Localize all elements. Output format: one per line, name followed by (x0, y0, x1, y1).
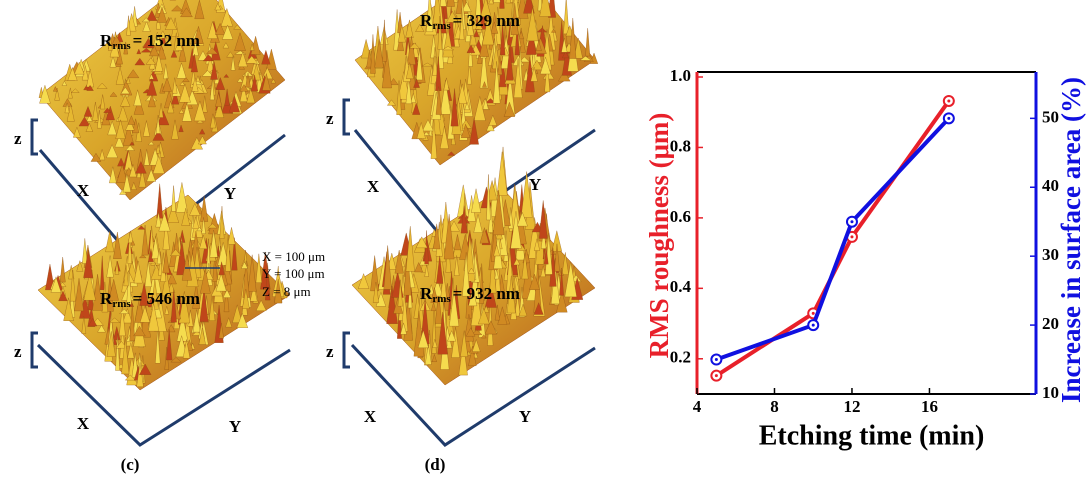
surface-panels: zXY(a)Rrms= 152 nmzXY(b)Rrms= 329 nmzXY(… (14, 0, 598, 474)
axis-x-label: X (77, 181, 90, 200)
x-tick-label: 8 (770, 397, 779, 416)
series-line (716, 101, 948, 376)
line-chart: 4812160.20.40.60.81.01020304050Etching t… (644, 66, 1086, 452)
rms-text: = 932 nm (453, 284, 520, 303)
scale-text: X = 100 μm (262, 249, 325, 264)
rms-subscript: rms (112, 298, 131, 310)
surface-peak (157, 184, 163, 218)
surface-peak (171, 186, 175, 212)
rms-text: = 152 nm (133, 31, 200, 50)
rms-text: = 546 nm (133, 289, 200, 308)
rms-symbol: R (100, 289, 113, 308)
point-dot (850, 220, 853, 223)
point-dot (947, 117, 950, 120)
point-dot (715, 358, 718, 361)
scale-text: Y = 100 μm (262, 266, 325, 281)
rms-text: = 329 nm (453, 11, 520, 30)
y-tick-label: 1.0 (670, 66, 691, 85)
axis-y-label: Y (519, 407, 531, 426)
rms-subscript: rms (432, 20, 451, 32)
z-bracket (32, 120, 38, 154)
point-dot (715, 374, 718, 377)
panel-label: (d) (425, 455, 446, 474)
z-bracket (344, 100, 350, 134)
axis-z-label: z (326, 109, 334, 128)
surface-peak (447, 0, 455, 7)
rms-subscript: rms (112, 40, 131, 52)
axis-x-label: X (367, 177, 380, 196)
surface-peak (60, 257, 65, 282)
axis-z-label: z (14, 342, 22, 361)
y2-axis-title: Increase in surface area (%) (1056, 77, 1086, 403)
rms-symbol: R (420, 11, 433, 30)
surface-peak (497, 152, 507, 196)
axis-z-label: z (14, 129, 22, 148)
x-axis-title: Etching time (min) (759, 420, 985, 451)
axis-x-label: X (77, 414, 90, 433)
surface-peak (585, 28, 589, 56)
scale-text: Z = 8 μm (262, 284, 311, 299)
surface-peak (440, 0, 446, 6)
point-dot (812, 312, 815, 315)
x-tick-label: 4 (693, 397, 702, 416)
surface-peak (564, 0, 569, 34)
z-bracket (344, 333, 350, 367)
axis-y-label: Y (229, 417, 241, 436)
figure: zXY(a)Rrms= 152 nmzXY(b)Rrms= 329 nmzXY(… (0, 0, 1090, 477)
z-bracket (32, 333, 38, 367)
surface-peak (494, 0, 501, 3)
axis-x-label: X (364, 407, 377, 426)
rms-symbol: R (100, 31, 113, 50)
point-dot (850, 235, 853, 238)
axis-z-label: z (326, 342, 334, 361)
surface-peak (457, 185, 469, 217)
y-axis-title: RMS roughness (μm) (644, 113, 674, 359)
rms-subscript: rms (432, 293, 451, 305)
x-tick-label: 12 (843, 397, 860, 416)
series-line (716, 118, 948, 359)
surface-peak (471, 189, 481, 213)
point-dot (947, 99, 950, 102)
rms-symbol: R (420, 284, 433, 303)
panel-label: (c) (121, 455, 140, 474)
axis-y-label: Y (224, 184, 236, 203)
x-tick-label: 16 (921, 397, 938, 416)
point-dot (812, 324, 815, 327)
